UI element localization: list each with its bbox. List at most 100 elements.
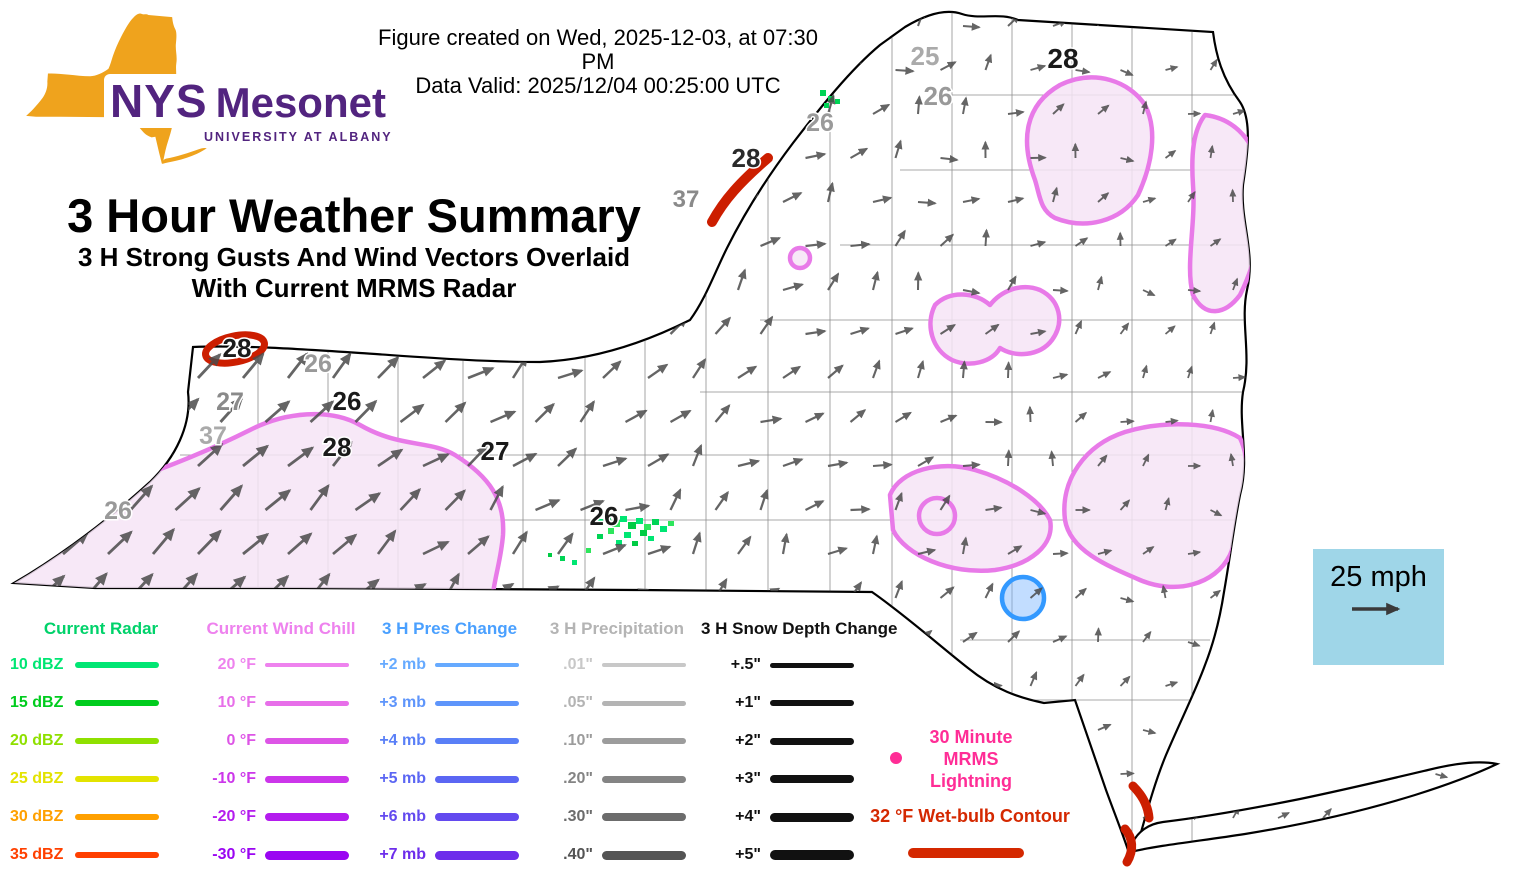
wind-vector-arrow — [17, 444, 45, 468]
gust-label: 37 — [673, 186, 700, 213]
wind-vector-arrow — [737, 365, 758, 379]
wind-vector-arrow — [444, 401, 467, 423]
legend-item: .10" — [533, 722, 701, 760]
wind-vector-arrow — [714, 143, 734, 159]
wind-vector-arrow — [1367, 283, 1380, 291]
wind-vector-arrow — [1052, 103, 1065, 115]
legend-title-pres-change: 3 H Pres Change — [381, 619, 518, 638]
wind-vector-arrow — [782, 282, 804, 292]
legend-item-line — [265, 813, 349, 821]
wind-vector-arrow — [399, 487, 422, 511]
wind-vector-arrow — [1142, 196, 1157, 204]
legend-item: +5" — [701, 836, 887, 874]
legend-item-label: 25 dBZ — [10, 770, 64, 787]
legend-item-label: +1" — [735, 694, 761, 711]
wind-vector-arrow — [759, 315, 774, 335]
wind-vector-arrow — [872, 359, 881, 379]
wind-vector-arrow — [1345, 772, 1359, 779]
wind-vector-arrow — [1030, 240, 1047, 248]
wind-vector-arrow — [826, 11, 836, 27]
wind-vector-arrow — [534, 402, 555, 423]
wind-vector-arrow — [985, 504, 1003, 513]
wind-vector-arrow — [1342, 144, 1350, 159]
wind-vector-arrow — [331, 352, 352, 379]
legend-title-radar: Current Radar — [43, 619, 159, 638]
legend-item-label: 15 dBZ — [10, 694, 64, 711]
legend-item: 10 dBZ — [6, 646, 196, 684]
lightning-dot-icon — [890, 752, 902, 764]
wind-vector-arrow — [1476, 496, 1484, 511]
wind-vector-arrow — [1096, 275, 1104, 291]
lightning-line2: MRMS — [943, 749, 999, 769]
legend-item-line — [75, 662, 159, 668]
wind-vector-arrow — [242, 532, 270, 556]
wind-vector-arrow — [1209, 589, 1222, 599]
legend-item-line — [770, 850, 854, 860]
legend-item: +3" — [701, 760, 887, 798]
wind-vector-arrow — [1322, 191, 1331, 203]
wind-vector-arrow — [39, 310, 66, 336]
wind-vector-arrow — [557, 368, 584, 380]
legend-item-line — [602, 663, 686, 667]
legend-item-line — [435, 850, 519, 860]
wind-vector-arrow — [805, 500, 825, 511]
wind-vector-arrow — [1210, 509, 1223, 517]
wind-vector-arrow — [894, 411, 912, 423]
legend-item: -10 °F — [196, 760, 366, 798]
wind-vector-arrow — [1345, 685, 1358, 692]
wind-vector-arrow — [1457, 718, 1465, 731]
gust-label: 37 — [199, 422, 227, 450]
wind-vector-arrow — [872, 195, 893, 204]
legend-item: +5 mb — [366, 760, 533, 798]
wind-vector-arrow — [1297, 672, 1305, 687]
logo-acronym: NYS — [110, 75, 208, 127]
wind-vector-arrow — [1004, 361, 1013, 379]
legend-item-line — [770, 700, 854, 706]
wind-vector-arrow — [1322, 280, 1333, 291]
wind-vector-arrow — [1228, 452, 1236, 467]
subtitle-line2: With Current MRMS Radar — [191, 273, 517, 303]
wind-vector-arrow — [1345, 329, 1359, 337]
wind-vector-arrow — [1097, 371, 1112, 379]
wind-vector-arrow — [1120, 69, 1134, 76]
wind-vector-arrow — [490, 410, 517, 424]
wind-vector-arrow — [1390, 332, 1404, 340]
legend-item-line — [265, 663, 349, 667]
wind-vector-arrow — [1232, 374, 1247, 382]
wind-vector-arrow — [1120, 417, 1135, 426]
wind-vector-arrow — [1389, 60, 1400, 71]
legend-item: .30" — [533, 798, 701, 836]
wind-vector-arrow — [1435, 772, 1449, 779]
wind-vector-arrow — [1345, 506, 1359, 514]
wind-vector-arrow — [1480, 595, 1494, 603]
wind-vector-arrow — [850, 326, 870, 336]
wind-vector-arrow — [1254, 588, 1265, 599]
gust-label: 25 — [911, 41, 940, 71]
wind-vector-arrow — [219, 396, 244, 423]
wind-vector-arrow — [805, 240, 827, 250]
wind-vector-arrow — [894, 229, 906, 247]
gust-label: 28 — [323, 432, 352, 462]
legend-item: 0 °F — [196, 722, 366, 760]
legend-item-label: .10" — [563, 732, 593, 749]
legend-item: 20 dBZ — [6, 722, 196, 760]
legend-item: .20" — [533, 760, 701, 798]
legend-item: +4 mb — [366, 722, 533, 760]
wind-vector-arrow — [287, 446, 315, 468]
wind-vector-arrow — [1074, 237, 1089, 247]
wind-vector-arrow — [579, 139, 600, 159]
wind-vector-arrow — [489, 132, 504, 159]
wind-vector-arrow — [106, 353, 133, 380]
wind-vector-arrow — [1277, 199, 1291, 207]
wind-vector-arrow — [1322, 374, 1337, 382]
wind-vector-arrow — [939, 233, 955, 247]
wind-vector-arrow — [1209, 238, 1222, 247]
wind-vector-arrow — [1277, 14, 1286, 27]
legend-item: +4" — [701, 798, 887, 836]
wind-vector-arrow — [1142, 20, 1157, 28]
wind-vector-arrow — [850, 240, 871, 250]
wind-vector-arrow — [692, 358, 706, 379]
wind-vector-arrow — [399, 403, 425, 424]
legend-item-line — [435, 700, 519, 706]
